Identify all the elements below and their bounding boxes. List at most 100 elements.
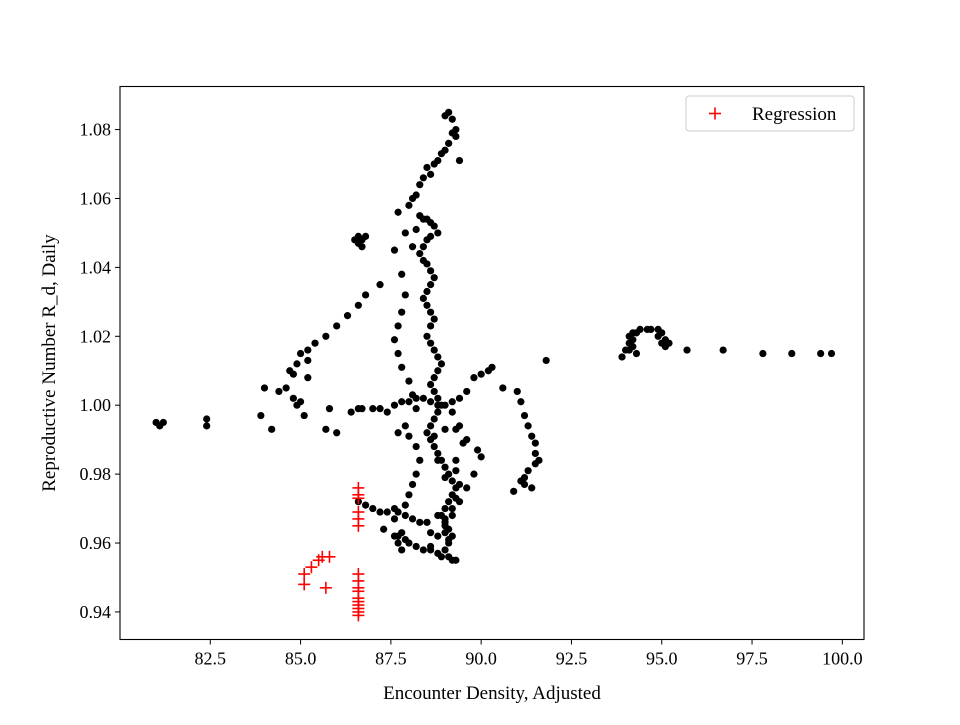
data-point	[405, 539, 413, 547]
data-point	[427, 546, 435, 554]
data-point	[412, 470, 420, 478]
data-point	[524, 422, 532, 430]
data-point	[361, 232, 370, 240]
data-point	[423, 236, 431, 244]
data-point	[268, 425, 276, 433]
data-point	[398, 270, 406, 278]
data-point	[347, 408, 355, 416]
data-point	[618, 353, 626, 361]
data-point	[408, 243, 417, 251]
data-point	[390, 336, 399, 344]
data-point	[300, 411, 308, 420]
data-point	[434, 511, 442, 520]
data-point	[394, 429, 402, 437]
y-tick-label: 1.06	[80, 188, 112, 208]
data-point	[448, 115, 456, 123]
data-point	[401, 501, 409, 509]
data-point	[394, 349, 402, 358]
y-tick-label: 0.98	[80, 464, 112, 484]
data-point	[430, 387, 438, 396]
regression-point	[305, 561, 318, 574]
data-point	[517, 398, 525, 406]
data-point	[296, 349, 305, 358]
data-point	[437, 401, 446, 409]
legend-plus-marker	[709, 107, 721, 120]
legend-box	[685, 95, 855, 132]
data-point	[531, 439, 539, 447]
data-point	[203, 422, 211, 430]
data-point	[296, 398, 305, 406]
data-point	[520, 411, 529, 420]
data-point	[304, 346, 312, 354]
data-point	[203, 415, 211, 423]
data-point	[459, 439, 467, 447]
data-point	[488, 363, 496, 371]
data-point	[423, 287, 431, 296]
data-point	[434, 367, 442, 375]
data-point	[434, 456, 442, 464]
data-point	[405, 377, 413, 385]
data-point	[398, 398, 406, 406]
data-point	[719, 346, 727, 354]
data-point	[405, 432, 413, 440]
data-point	[260, 384, 269, 392]
data-point	[412, 225, 420, 234]
data-point	[513, 387, 521, 396]
data-point	[452, 494, 460, 502]
data-point	[427, 529, 435, 537]
data-point	[282, 384, 290, 392]
data-point	[289, 370, 297, 378]
data-point	[401, 291, 409, 299]
data-point	[416, 456, 424, 464]
data-point	[394, 208, 402, 216]
data-point	[430, 432, 438, 440]
data-point	[427, 322, 435, 330]
y-tick-label: 1.08	[80, 120, 112, 140]
data-point	[455, 480, 464, 489]
data-point	[528, 432, 536, 440]
data-point	[625, 332, 633, 340]
data-point	[376, 405, 384, 413]
data-point	[531, 449, 539, 458]
data-point	[427, 422, 435, 430]
regression-point	[352, 519, 365, 532]
data-point	[437, 360, 446, 368]
data-point	[369, 504, 377, 513]
data-point	[636, 325, 644, 334]
data-point	[394, 532, 402, 540]
x-tick-label: 97.5	[736, 649, 768, 669]
data-point	[416, 518, 424, 526]
plot-area-frame	[119, 85, 865, 641]
data-point	[412, 442, 420, 451]
data-point	[524, 467, 532, 475]
data-point	[398, 308, 406, 316]
data-point	[423, 301, 431, 309]
data-point	[452, 456, 460, 464]
data-point	[383, 408, 391, 416]
data-point	[455, 394, 464, 402]
data-point	[304, 374, 312, 382]
data-point	[412, 405, 420, 413]
data-point	[430, 274, 438, 282]
data-point	[430, 374, 438, 382]
data-point	[441, 522, 449, 530]
data-point	[322, 332, 330, 340]
data-point	[427, 267, 435, 275]
data-point	[351, 236, 359, 244]
black-series-points	[152, 108, 836, 564]
data-point	[427, 398, 435, 406]
data-point	[419, 243, 427, 251]
data-point	[441, 515, 449, 523]
data-point	[629, 343, 637, 351]
data-point	[654, 332, 662, 340]
data-point	[430, 222, 438, 230]
data-point	[827, 349, 836, 358]
data-point	[434, 394, 442, 402]
data-point	[412, 191, 420, 199]
data-point	[817, 349, 825, 358]
data-point	[531, 460, 539, 468]
data-point	[354, 301, 362, 309]
x-tick-label: 95.0	[646, 649, 678, 669]
